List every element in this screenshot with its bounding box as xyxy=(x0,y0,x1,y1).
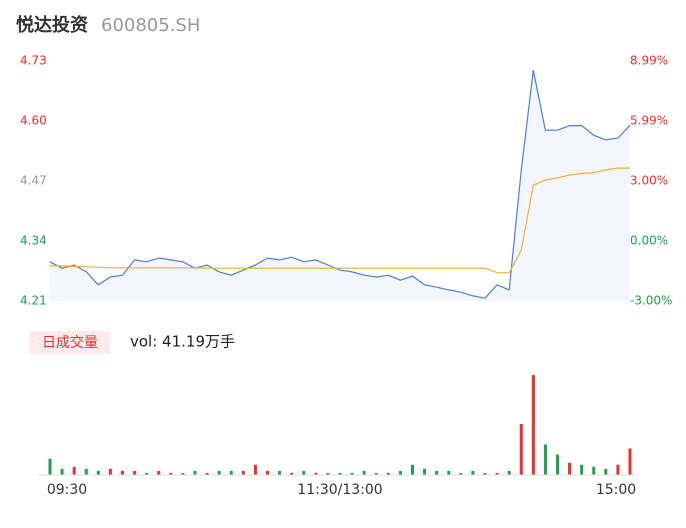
volume-bar xyxy=(108,468,112,475)
average-line xyxy=(50,167,630,274)
volume-bar xyxy=(628,448,632,475)
volume-bar xyxy=(169,472,173,475)
volume-bar xyxy=(205,472,209,475)
y-tick-label: 4.47 xyxy=(20,174,47,188)
volume-bar xyxy=(241,470,245,475)
volume-bar xyxy=(72,466,76,475)
volume-label: 日成交量 xyxy=(42,334,98,351)
volume-label-bg xyxy=(30,331,110,354)
volume-bar xyxy=(193,470,197,475)
y2-tick-label: 5.99% xyxy=(630,114,668,128)
y-tick-label: 4.60 xyxy=(20,114,47,128)
volume-bar xyxy=(48,458,52,475)
volume-bar xyxy=(616,464,620,475)
stock-code: 600805.SH xyxy=(101,15,200,36)
volume-bar xyxy=(290,472,294,475)
volume-bar xyxy=(592,466,596,475)
y-tick-label: 4.21 xyxy=(20,294,47,308)
volume-bar xyxy=(362,470,366,475)
x-tick-label: 15:00 xyxy=(596,482,636,498)
volume-bar xyxy=(302,470,306,475)
volume-bar xyxy=(60,468,64,475)
y-tick-label: 4.34 xyxy=(20,234,47,248)
x-tick-label: 11:30/13:00 xyxy=(297,482,382,498)
volume-bar xyxy=(531,375,535,475)
volume-bar xyxy=(338,472,342,475)
volume-bar xyxy=(459,472,463,475)
stock-name: 悦达投资 xyxy=(16,14,88,36)
volume-bar xyxy=(398,470,402,475)
volume-bar xyxy=(181,472,185,475)
volume-summary: vol: 41.19万手 xyxy=(130,333,235,351)
volume-bar xyxy=(157,470,161,475)
volume-bar xyxy=(253,464,257,475)
price-area xyxy=(50,70,630,301)
y2-tick-label: 0.00% xyxy=(630,233,668,247)
volume-bar xyxy=(483,472,487,475)
volume-bar xyxy=(495,472,499,475)
volume-bar xyxy=(471,470,475,475)
volume-bar xyxy=(314,472,318,475)
volume-bar xyxy=(350,472,354,475)
volume-bar xyxy=(519,424,523,475)
volume-bar xyxy=(133,470,137,475)
y2-tick-label: 3.00% xyxy=(630,173,668,187)
volume-bar xyxy=(121,470,124,475)
volume-bar xyxy=(568,462,572,475)
volume-bar xyxy=(326,472,330,475)
volume-bar xyxy=(507,470,511,475)
volume-bar xyxy=(374,472,378,475)
price-line xyxy=(49,70,631,299)
volume-bar xyxy=(278,470,282,475)
volume-bar xyxy=(266,470,269,475)
volume-bar xyxy=(386,472,390,475)
volume-bar xyxy=(411,464,414,475)
volume-bar xyxy=(84,468,88,475)
volume-bar xyxy=(580,464,584,475)
volume-bar xyxy=(556,454,559,475)
volume-bar xyxy=(543,444,547,475)
y2-tick-label: 8.99% xyxy=(630,54,668,68)
volume-bar xyxy=(217,470,221,475)
y-tick-label: 4.73 xyxy=(20,54,47,68)
volume-bar xyxy=(229,470,233,475)
volume-bar xyxy=(447,470,451,475)
volume-bar xyxy=(604,468,608,475)
volume-bar xyxy=(435,470,439,475)
volume-bar xyxy=(423,468,427,475)
x-tick-label: 09:30 xyxy=(47,482,87,498)
volume-bar xyxy=(96,470,100,475)
y2-tick-label: -3.00% xyxy=(630,294,672,308)
volume-bar xyxy=(145,472,149,475)
